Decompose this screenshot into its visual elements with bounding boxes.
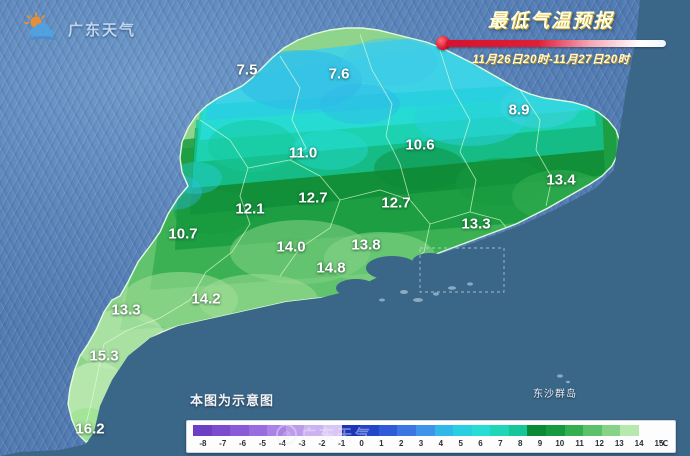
sun-cloud-icon [24, 12, 62, 46]
legend-tick: 9 [537, 439, 543, 448]
temperature-value-label: 12.7 [381, 194, 411, 212]
legend-swatch [471, 425, 491, 436]
temperature-value-label: 16.2 [75, 420, 105, 438]
temperature-value-label: 14.2 [191, 290, 221, 308]
temperature-legend: -8 -7 -6 -5 -4 -3 -2 -1 0 1 2 3 4 5 6 7 8 9 10 11 12 13 14 15 ℃ [186, 420, 676, 453]
legend-swatch [527, 425, 546, 436]
temperature-value-label: 7.6 [328, 65, 350, 83]
legend-tick: 15 [654, 439, 664, 448]
legend-tick: -6 [239, 439, 247, 448]
inset-dashed-box [419, 247, 505, 293]
legend-tick: 14 [634, 439, 644, 448]
thermometer-bar [446, 39, 666, 47]
legend-swatch [397, 425, 416, 436]
legend-swatch [323, 425, 342, 436]
legend-tick: -3 [298, 439, 306, 448]
legend-tick: 5 [458, 439, 463, 448]
dongsha-islands-label: 东沙群岛 [533, 389, 577, 400]
legend-swatch [453, 425, 472, 436]
legend-tick: 4 [438, 439, 444, 448]
temperature-value-label: 8.9 [508, 101, 530, 119]
logo-text: 广东天气 [68, 21, 137, 39]
legend-swatch [564, 425, 584, 436]
legend-swatch [304, 425, 324, 436]
legend-tick: 6 [478, 439, 483, 448]
legend-swatch [267, 425, 286, 436]
legend-tick: 0 [359, 439, 364, 448]
legend-tick: 3 [418, 439, 424, 448]
legend-tick: -2 [318, 439, 326, 448]
legend-swatch [230, 425, 249, 436]
temperature-value-label: 7.5 [236, 61, 258, 79]
temperature-value-label: 15.3 [89, 347, 119, 365]
legend-swatch [415, 425, 435, 436]
legend-tick: -4 [278, 439, 286, 448]
legend-swatch [620, 425, 639, 436]
temperature-value-label: 10.7 [168, 225, 198, 243]
legend-tick-labels: -8 -7 -6 -5 -4 -3 -2 -1 0 1 2 3 4 5 6 7 8 9 10 11 12 13 14 15 [193, 437, 669, 450]
legend-swatch [285, 425, 305, 436]
legend-swatch [490, 425, 509, 436]
legend-tick: 7 [498, 439, 503, 448]
title-block: 最低气温预报 11月26日20时-11月27日20时 [436, 6, 666, 67]
legend-tick: -1 [338, 439, 346, 448]
temperature-value-label: 13.3 [111, 301, 141, 319]
province-border [67, 27, 621, 443]
legend-swatch [211, 425, 231, 436]
page-title: 最低气温预报 [487, 11, 614, 32]
temperature-value-label: 14.8 [316, 259, 346, 277]
temperature-value-label: 13.4 [546, 171, 576, 189]
legend-swatch [508, 425, 528, 436]
temperature-value-label: 13.8 [351, 236, 381, 254]
legend-tick: 1 [379, 439, 384, 448]
legend-tick: 2 [398, 439, 404, 448]
legend-swatch [545, 425, 565, 436]
temperature-value-label: 13.3 [461, 215, 491, 233]
legend-tick: 13 [614, 439, 624, 448]
legend-tick: -7 [219, 439, 227, 448]
temperature-value-label: 12.7 [298, 189, 328, 207]
legend-swatch [434, 425, 454, 436]
legend-unit-label: ℃ [658, 439, 668, 448]
temperature-value-label: 11.0 [288, 144, 318, 162]
legend-tick: -8 [199, 439, 207, 448]
legend-swatch [583, 425, 602, 436]
map-disclaimer-note: 本图为示意图 [190, 393, 275, 408]
legend-color-bar [193, 425, 639, 436]
legend-swatch [341, 425, 361, 436]
legend-swatch [378, 425, 398, 436]
legend-swatch [193, 425, 212, 436]
brand-logo: 广东天气 [24, 12, 136, 46]
legend-tick: 8 [517, 439, 523, 448]
legend-swatch [360, 425, 379, 436]
thermometer-icon [436, 36, 666, 50]
temperature-value-label: 14.0 [276, 238, 306, 256]
legend-tick: 11 [575, 439, 584, 448]
legend-tick: -5 [258, 439, 266, 448]
legend-tick: 10 [555, 439, 565, 448]
legend-tick: 12 [595, 439, 604, 448]
coastal-waters [336, 253, 448, 297]
legend-swatch [601, 425, 621, 436]
legend-swatch [248, 425, 268, 436]
thermometer-bulb [436, 36, 450, 50]
island-dots [379, 282, 570, 384]
temperature-value-label: 10.6 [405, 136, 435, 154]
forecast-date-range: 11月26日20时-11月27日20时 [472, 54, 630, 66]
temperature-value-label: 12.1 [235, 200, 265, 218]
